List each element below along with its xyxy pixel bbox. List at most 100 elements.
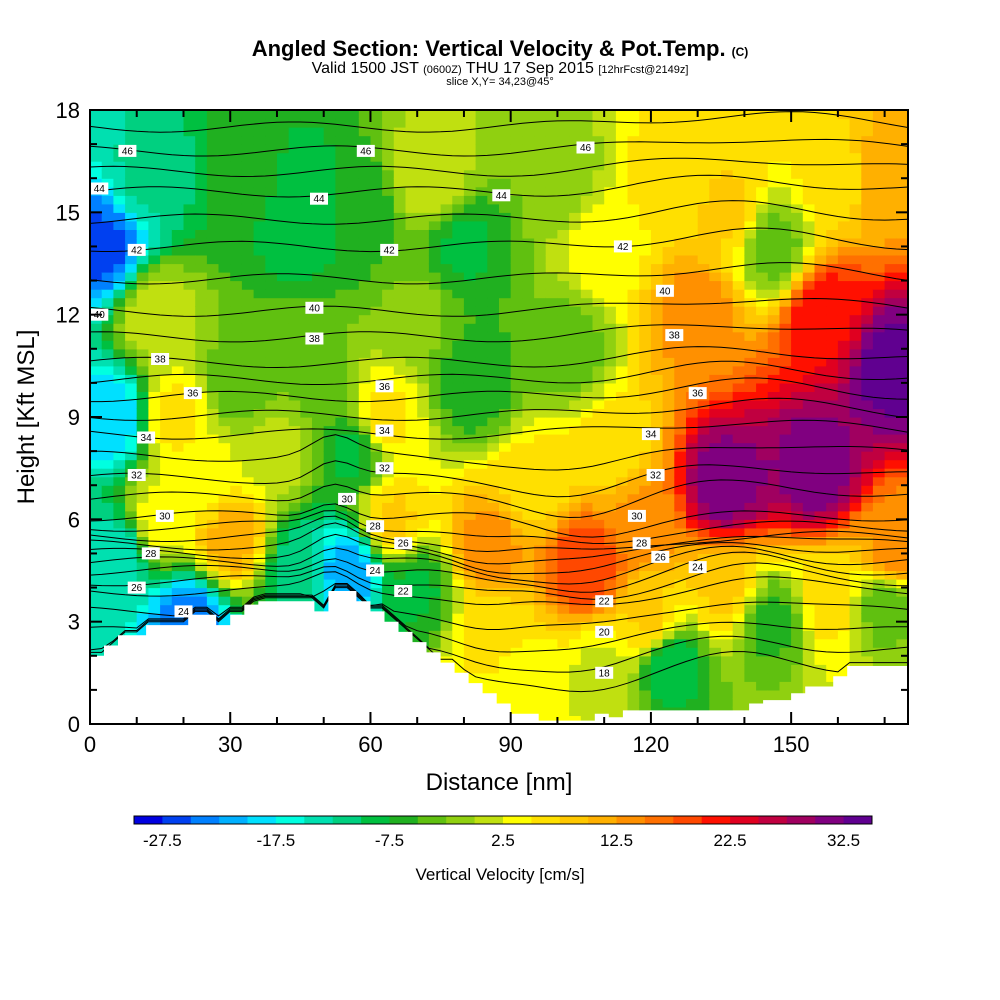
velocity-cell <box>557 451 570 461</box>
velocity-cell <box>510 169 523 179</box>
velocity-cell <box>160 519 173 529</box>
velocity-cell <box>522 689 535 699</box>
velocity-cell <box>849 263 862 273</box>
velocity-cell <box>732 570 745 580</box>
velocity-cell <box>113 255 126 265</box>
velocity-cell <box>277 212 290 222</box>
velocity-cell <box>686 399 699 409</box>
velocity-cell <box>615 178 629 188</box>
velocity-cell <box>662 570 675 580</box>
velocity-cell <box>592 638 605 648</box>
velocity-cell <box>744 340 757 350</box>
velocity-cell <box>323 485 336 495</box>
velocity-cell <box>627 127 640 137</box>
velocity-cell <box>323 314 336 324</box>
velocity-cell <box>814 340 827 350</box>
velocity-cell <box>475 135 488 145</box>
velocity-cell <box>791 186 804 196</box>
velocity-cell <box>580 110 594 120</box>
velocity-cell <box>499 476 512 486</box>
velocity-cell <box>732 118 745 128</box>
velocity-cell <box>452 331 465 341</box>
velocity-cell <box>113 587 126 597</box>
velocity-cell <box>884 135 897 145</box>
velocity-cell <box>580 169 594 179</box>
chart-subtitle: Valid 1500 JST (0600Z) THU 17 Sep 2015 [… <box>0 60 1000 78</box>
velocity-cell <box>241 544 255 554</box>
velocity-cell <box>522 698 535 708</box>
velocity-cell <box>534 613 547 623</box>
velocity-cell <box>744 374 757 384</box>
velocity-cell <box>335 340 348 350</box>
velocity-cell <box>510 425 523 435</box>
velocity-cell <box>522 280 535 290</box>
velocity-cell <box>650 451 664 461</box>
velocity-cell <box>732 408 745 418</box>
velocity-cell <box>218 280 231 290</box>
velocity-cell <box>475 212 488 222</box>
velocity-cell <box>335 280 348 290</box>
velocity-cell <box>277 553 290 563</box>
velocity-cell <box>265 434 278 444</box>
velocity-cell <box>288 357 301 367</box>
velocity-cell <box>148 289 161 299</box>
velocity-cell <box>534 468 547 478</box>
velocity-cell <box>347 399 360 409</box>
velocity-cell <box>171 391 185 401</box>
velocity-cell <box>627 306 640 316</box>
velocity-cell <box>767 562 781 572</box>
velocity-cell <box>861 127 874 137</box>
velocity-cell <box>335 451 348 461</box>
velocity-cell <box>721 314 734 324</box>
velocity-cell <box>522 365 535 375</box>
velocity-cell <box>183 110 196 120</box>
velocity-cell <box>557 195 570 205</box>
velocity-cell <box>662 161 675 171</box>
velocity-cell <box>90 459 103 469</box>
velocity-cell <box>756 127 769 137</box>
velocity-cell <box>522 382 535 392</box>
velocity-cell <box>744 570 757 580</box>
velocity-cell <box>113 118 126 128</box>
velocity-cell <box>686 698 699 708</box>
velocity-cell <box>802 596 816 606</box>
velocity-cell <box>300 493 313 503</box>
velocity-cell <box>393 613 407 623</box>
velocity-cell <box>428 203 442 213</box>
velocity-cell <box>732 178 745 188</box>
velocity-cell <box>487 374 500 384</box>
velocity-cell <box>639 664 652 674</box>
velocity-cell <box>90 220 103 230</box>
velocity-cell <box>557 613 570 623</box>
velocity-cell <box>452 237 465 247</box>
velocity-cell <box>463 391 477 401</box>
velocity-cell <box>545 323 558 333</box>
velocity-cell <box>312 527 325 537</box>
velocity-cell <box>113 476 126 486</box>
velocity-cell <box>767 519 781 529</box>
velocity-cell <box>277 476 290 486</box>
velocity-cell <box>382 314 395 324</box>
slice-info: slice X,Y= 34,23@45° <box>446 76 554 88</box>
velocity-cell <box>826 365 839 375</box>
velocity-cell <box>802 655 816 665</box>
velocity-cell <box>183 417 196 427</box>
velocity-cell <box>557 510 570 520</box>
velocity-cell <box>779 502 792 512</box>
velocity-cell <box>277 519 290 529</box>
velocity-cell <box>849 519 862 529</box>
velocity-cell <box>627 237 640 247</box>
velocity-cell <box>767 331 781 341</box>
velocity-cell <box>428 331 442 341</box>
velocity-cell <box>171 212 185 222</box>
velocity-cell <box>463 280 477 290</box>
velocity-cell <box>440 357 453 367</box>
velocity-cell <box>277 434 290 444</box>
velocity-cell <box>522 434 535 444</box>
velocity-cell <box>113 195 126 205</box>
velocity-cell <box>487 289 500 299</box>
velocity-cell <box>125 527 138 537</box>
velocity-cell <box>347 357 360 367</box>
velocity-cell <box>557 544 570 554</box>
velocity-cell <box>615 340 629 350</box>
